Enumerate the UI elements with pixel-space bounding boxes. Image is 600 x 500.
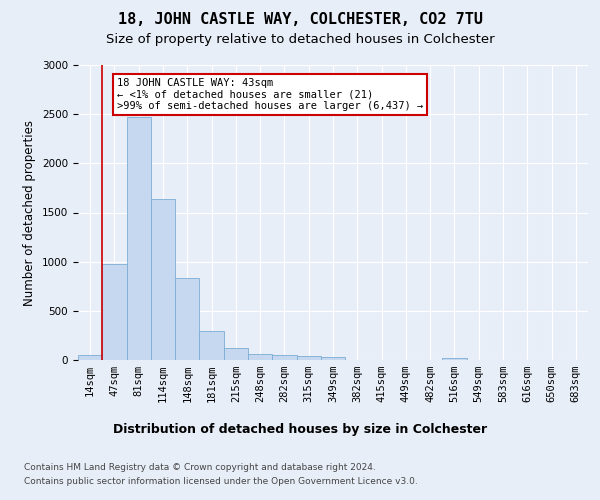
Text: Contains public sector information licensed under the Open Government Licence v3: Contains public sector information licen… [24, 478, 418, 486]
Bar [127, 117, 151, 360]
Text: Contains HM Land Registry data © Crown copyright and database right 2024.: Contains HM Land Registry data © Crown c… [24, 462, 376, 471]
Text: Size of property relative to detached houses in Colchester: Size of property relative to detached ho… [106, 32, 494, 46]
Text: 18 JOHN CASTLE WAY: 43sqm
← <1% of detached houses are smaller (21)
>99% of semi: 18 JOHN CASTLE WAY: 43sqm ← <1% of detac… [117, 78, 423, 111]
Bar [199, 332, 224, 360]
Bar [102, 264, 127, 360]
Bar [224, 348, 248, 360]
Bar [442, 358, 467, 360]
Y-axis label: Number of detached properties: Number of detached properties [23, 120, 37, 306]
Bar [296, 356, 321, 360]
Bar [175, 278, 199, 360]
Bar [248, 354, 272, 360]
Text: 18, JOHN CASTLE WAY, COLCHESTER, CO2 7TU: 18, JOHN CASTLE WAY, COLCHESTER, CO2 7TU [118, 12, 482, 28]
Bar [78, 355, 102, 360]
Bar [151, 198, 175, 360]
Bar [321, 357, 345, 360]
Bar [272, 354, 296, 360]
Text: Distribution of detached houses by size in Colchester: Distribution of detached houses by size … [113, 422, 487, 436]
